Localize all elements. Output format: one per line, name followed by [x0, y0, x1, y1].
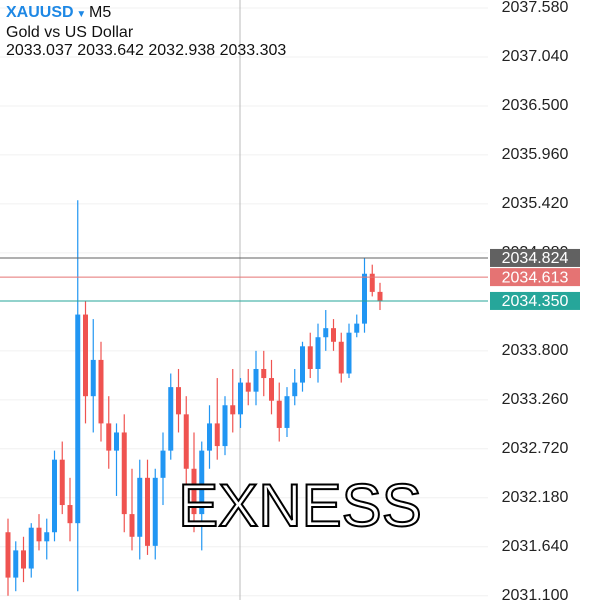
y-tick-label: 2033.800 [502, 342, 569, 359]
ohlc-row: 2033.037 2033.642 2032.938 2033.303 [6, 42, 286, 60]
y-tick-label: 2035.960 [502, 146, 569, 163]
candle-body [338, 341, 344, 374]
candle-body [222, 405, 228, 447]
candle-body [307, 346, 313, 369]
header: XAUUSD ▼ M5 Gold vs US Dollar 2033.037 2… [6, 4, 286, 60]
candle-body [176, 387, 181, 415]
candle-body [36, 527, 42, 542]
y-tick-label: 2032.720 [502, 440, 569, 457]
candle-body [28, 527, 34, 569]
candle-body [168, 387, 174, 451]
candle-body [114, 432, 119, 451]
candle-body [83, 314, 88, 397]
symbol-row: XAUUSD ▼ M5 [6, 4, 286, 24]
description: Gold vs US Dollar [6, 24, 134, 41]
candle-body [52, 459, 57, 533]
watermark: EXNESS [178, 472, 421, 539]
candle-body [331, 328, 336, 342]
candle-body [59, 459, 65, 506]
ohlc-close: 2033.303 [219, 42, 287, 59]
price-label: 2034.613 [502, 269, 569, 286]
price-label: 2034.350 [502, 293, 569, 310]
candle-body [261, 368, 267, 379]
y-tick-label: 2033.260 [502, 391, 569, 408]
ohlc-low: 2032.938 [148, 42, 216, 59]
candle-body [346, 332, 352, 374]
ohlc-open: 2033.037 [6, 42, 73, 59]
candle-body [44, 532, 50, 542]
y-tick-label: 2031.100 [502, 587, 569, 600]
y-tick-label: 2037.580 [502, 0, 569, 16]
candle-body [106, 423, 112, 451]
price-label-box [490, 248, 580, 267]
y-tick-label: 2035.420 [502, 195, 569, 212]
candle-body [183, 414, 189, 469]
candle-body [21, 550, 26, 569]
symbol[interactable]: XAUUSD [6, 4, 74, 21]
candle-body [230, 405, 236, 415]
y-tick-label: 2036.500 [502, 97, 569, 114]
candle-body [137, 477, 143, 537]
candle-body [276, 400, 282, 428]
candle-body [75, 314, 81, 524]
y-tick-label: 2031.640 [502, 538, 569, 555]
y-tick-label: 2032.180 [502, 489, 569, 506]
candle-body [354, 323, 360, 333]
candle-body [160, 450, 166, 478]
ohlc-high: 2033.642 [77, 42, 144, 59]
candle-body [214, 423, 220, 447]
dropdown-icon[interactable]: ▼ [73, 9, 90, 20]
candle-body [292, 382, 298, 397]
candle-body [323, 328, 329, 338]
price-label: 2034.824 [502, 250, 569, 267]
candle-body [98, 359, 104, 424]
candle-body [377, 291, 383, 301]
candle-body [245, 382, 251, 392]
candle-body [253, 368, 259, 392]
candle-body [129, 514, 135, 537]
candle-body [67, 505, 73, 524]
candle-body [121, 432, 127, 515]
candle-body [362, 273, 367, 324]
price-label-box [490, 268, 580, 287]
candle-body [238, 382, 243, 415]
candle-body [5, 532, 11, 578]
candle-body [90, 359, 96, 397]
candle-body [284, 396, 290, 428]
candle-body [191, 468, 197, 515]
price-label-box [490, 291, 580, 310]
candle-body [369, 273, 375, 292]
timeframe[interactable]: M5 [89, 4, 112, 21]
y-tick-label: 2037.040 [502, 48, 569, 65]
candle-body [207, 423, 212, 451]
candle-body [300, 346, 305, 383]
candle-body [199, 450, 205, 515]
candle-body [315, 337, 321, 369]
candle-body [152, 477, 158, 546]
candle-body [13, 550, 19, 578]
candle-body [145, 477, 150, 546]
candle-body [269, 378, 274, 401]
